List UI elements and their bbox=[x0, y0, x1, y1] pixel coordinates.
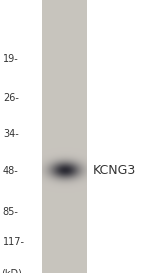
Text: 117-: 117- bbox=[3, 237, 25, 247]
Text: 34-: 34- bbox=[3, 129, 19, 139]
Text: 19-: 19- bbox=[3, 54, 19, 64]
Text: 85-: 85- bbox=[3, 207, 19, 216]
Text: 48-: 48- bbox=[3, 166, 19, 176]
Text: 26-: 26- bbox=[3, 93, 19, 103]
Text: (kD): (kD) bbox=[1, 269, 22, 273]
Text: KCNG3: KCNG3 bbox=[93, 164, 136, 177]
